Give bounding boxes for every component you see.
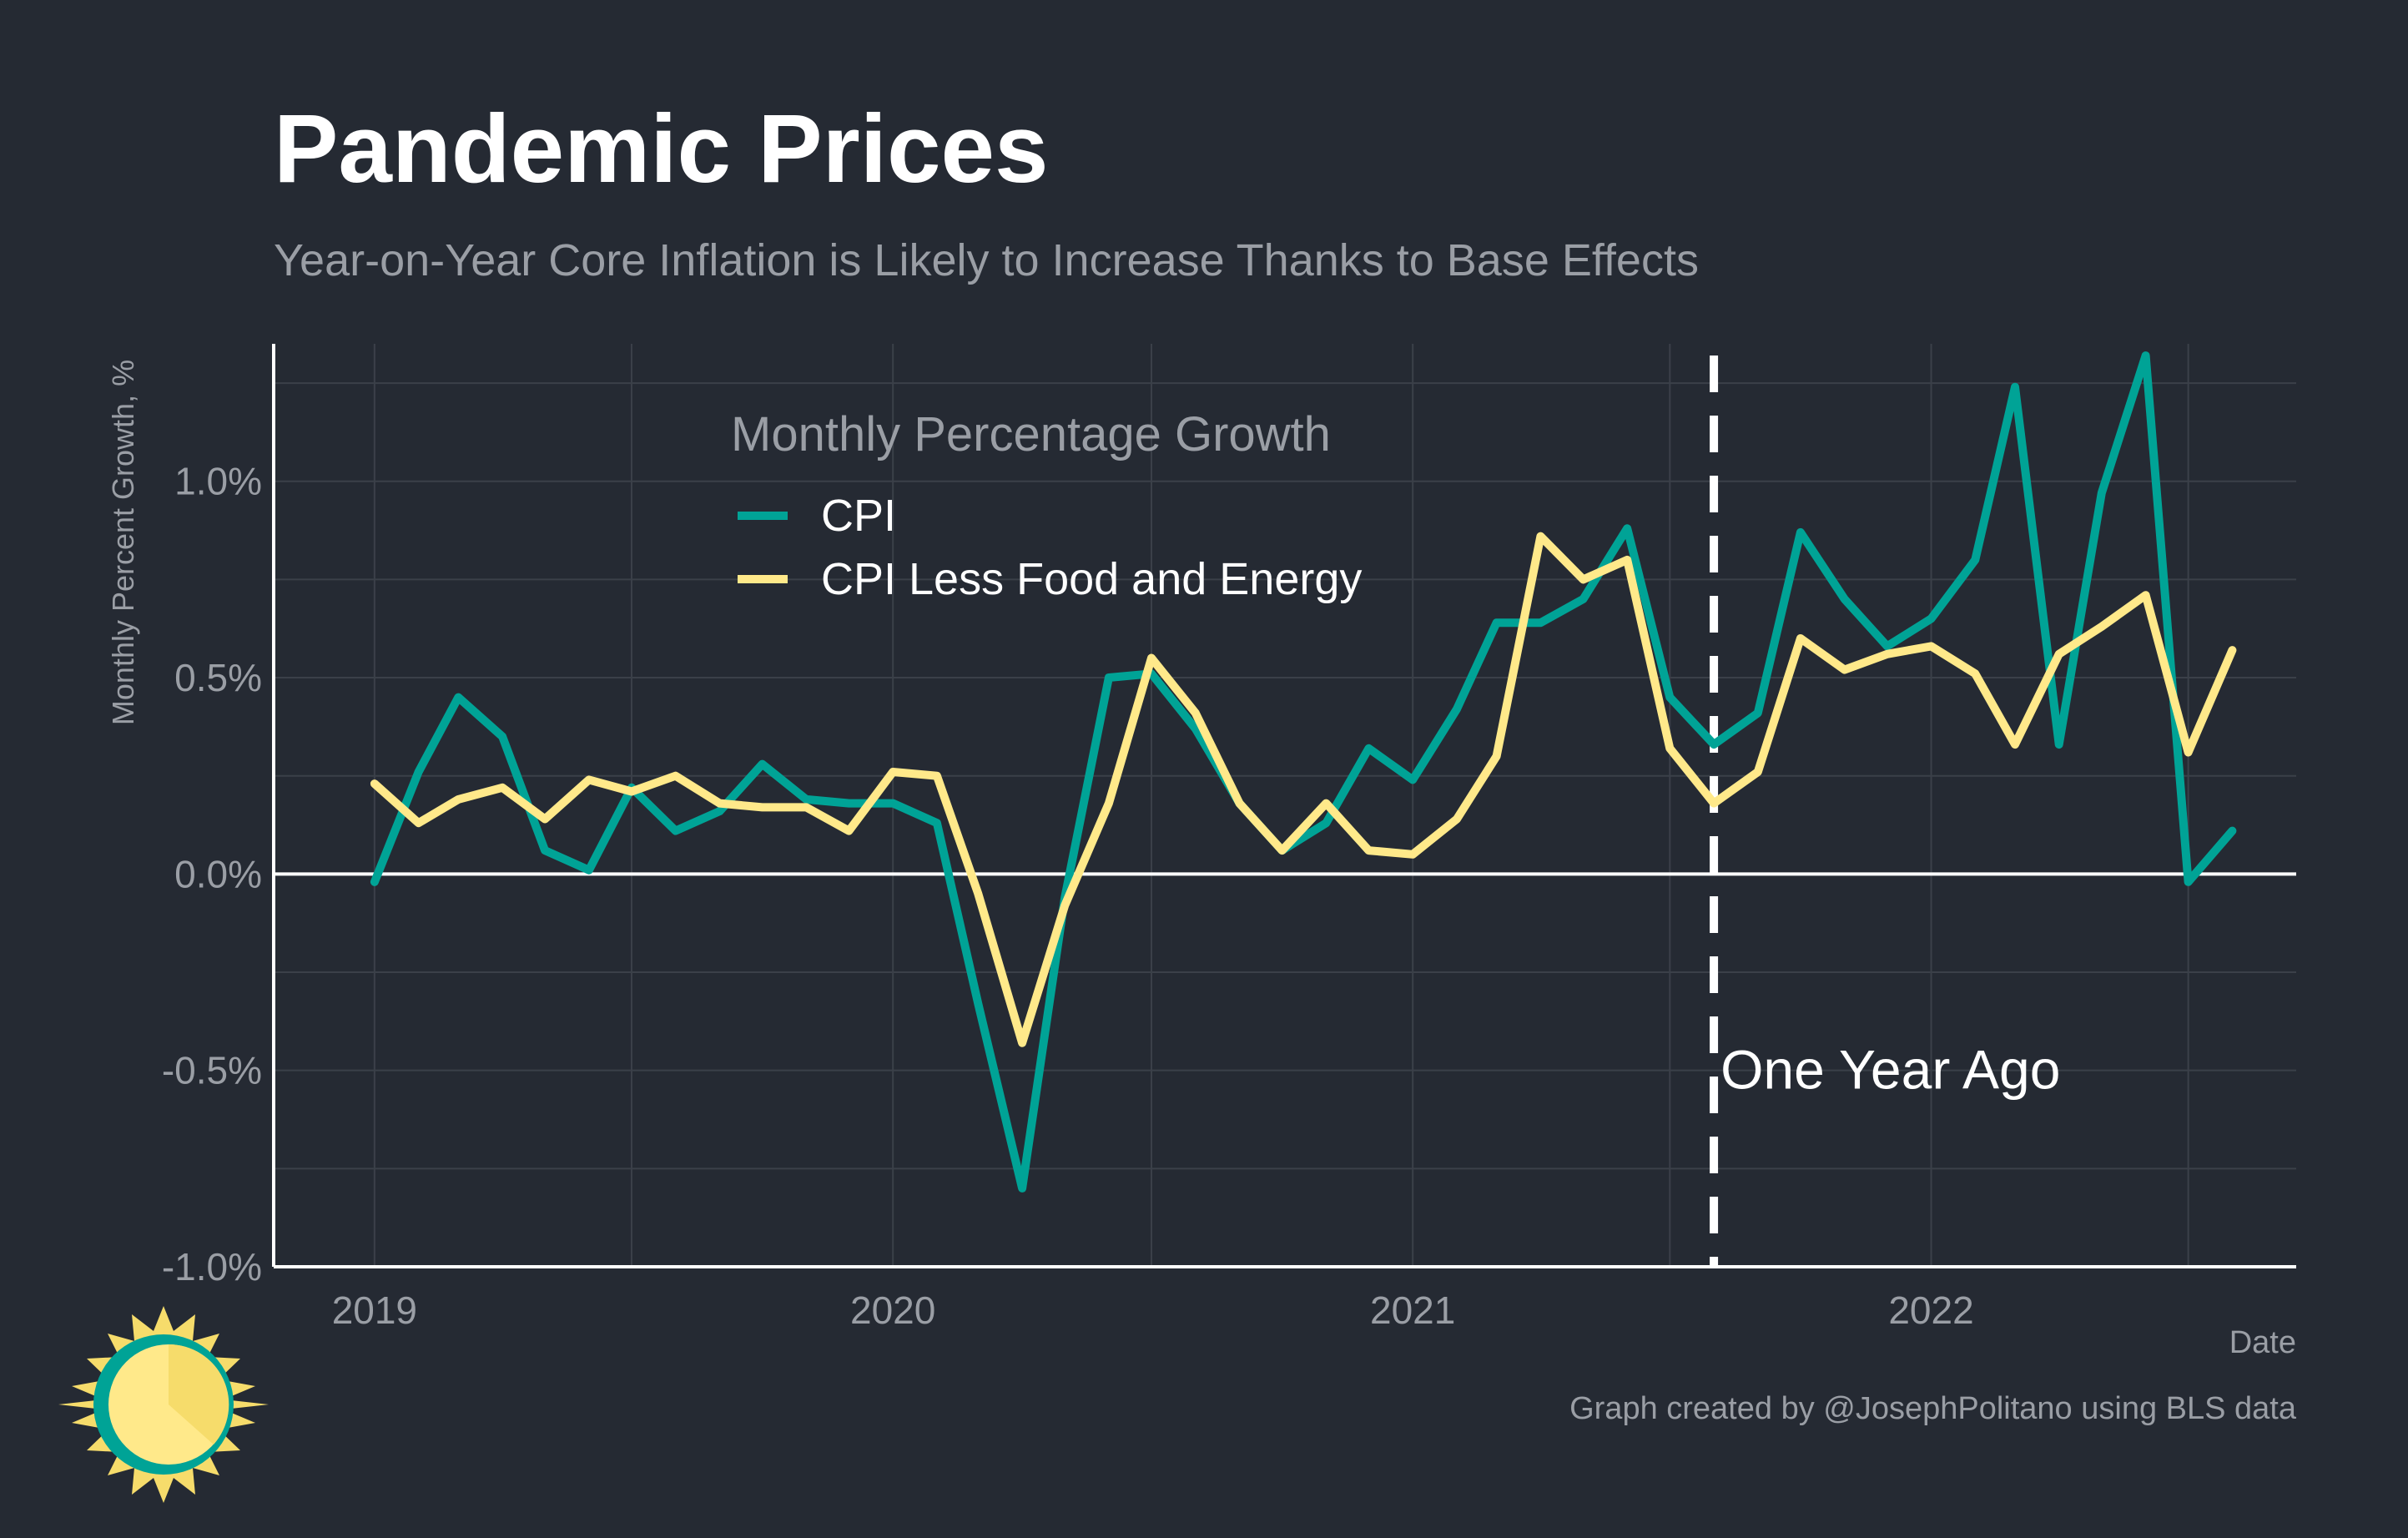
sun-clock-logo-icon: [58, 1306, 269, 1503]
legend-title: Monthly Percentage Growth: [731, 407, 1331, 461]
y-tick-label: -0.5%: [162, 1049, 262, 1092]
y-tick-label: -1.0%: [162, 1245, 262, 1288]
y-axis-label: Monthly Percent Growth, %: [106, 360, 140, 725]
chart-title: Pandemic Prices: [274, 94, 1049, 203]
y-tick-label: 0.5%: [174, 656, 262, 699]
x-tick-label: 2021: [1370, 1288, 1455, 1332]
x-tick-label: 2022: [1888, 1288, 1973, 1332]
series-lines: [370, 351, 2237, 1193]
x-axis-label: Date: [2229, 1325, 2296, 1360]
reference-line-label: One Year Ago: [1720, 1039, 2060, 1101]
series-line-core: [370, 532, 2237, 1047]
legend-label-cpi: CPI: [821, 491, 896, 541]
y-tick-label: 0.0%: [174, 852, 262, 895]
legend: Monthly Percentage Growth CPI CPI Less F…: [731, 407, 1362, 604]
legend-label-core: CPI Less Food and Energy: [821, 554, 1362, 604]
reference-line-group: One Year Ago: [1710, 356, 2060, 1267]
x-tick-labels: 2019 2020 2021 2022: [332, 1288, 1974, 1332]
axes: [272, 344, 2296, 1268]
x-tick-label: 2020: [850, 1288, 935, 1332]
y-tick-labels: -1.0% -0.5% 0.0% 0.5% 1.0%: [162, 460, 262, 1288]
chart-subtitle: Year-on-Year Core Inflation is Likely to…: [274, 235, 1699, 285]
x-tick-label: 2019: [332, 1288, 417, 1332]
series-line-cpi: [370, 351, 2237, 1193]
y-tick-label: 1.0%: [174, 460, 262, 503]
caption: Graph created by @JosephPolitano using B…: [1569, 1391, 2297, 1426]
